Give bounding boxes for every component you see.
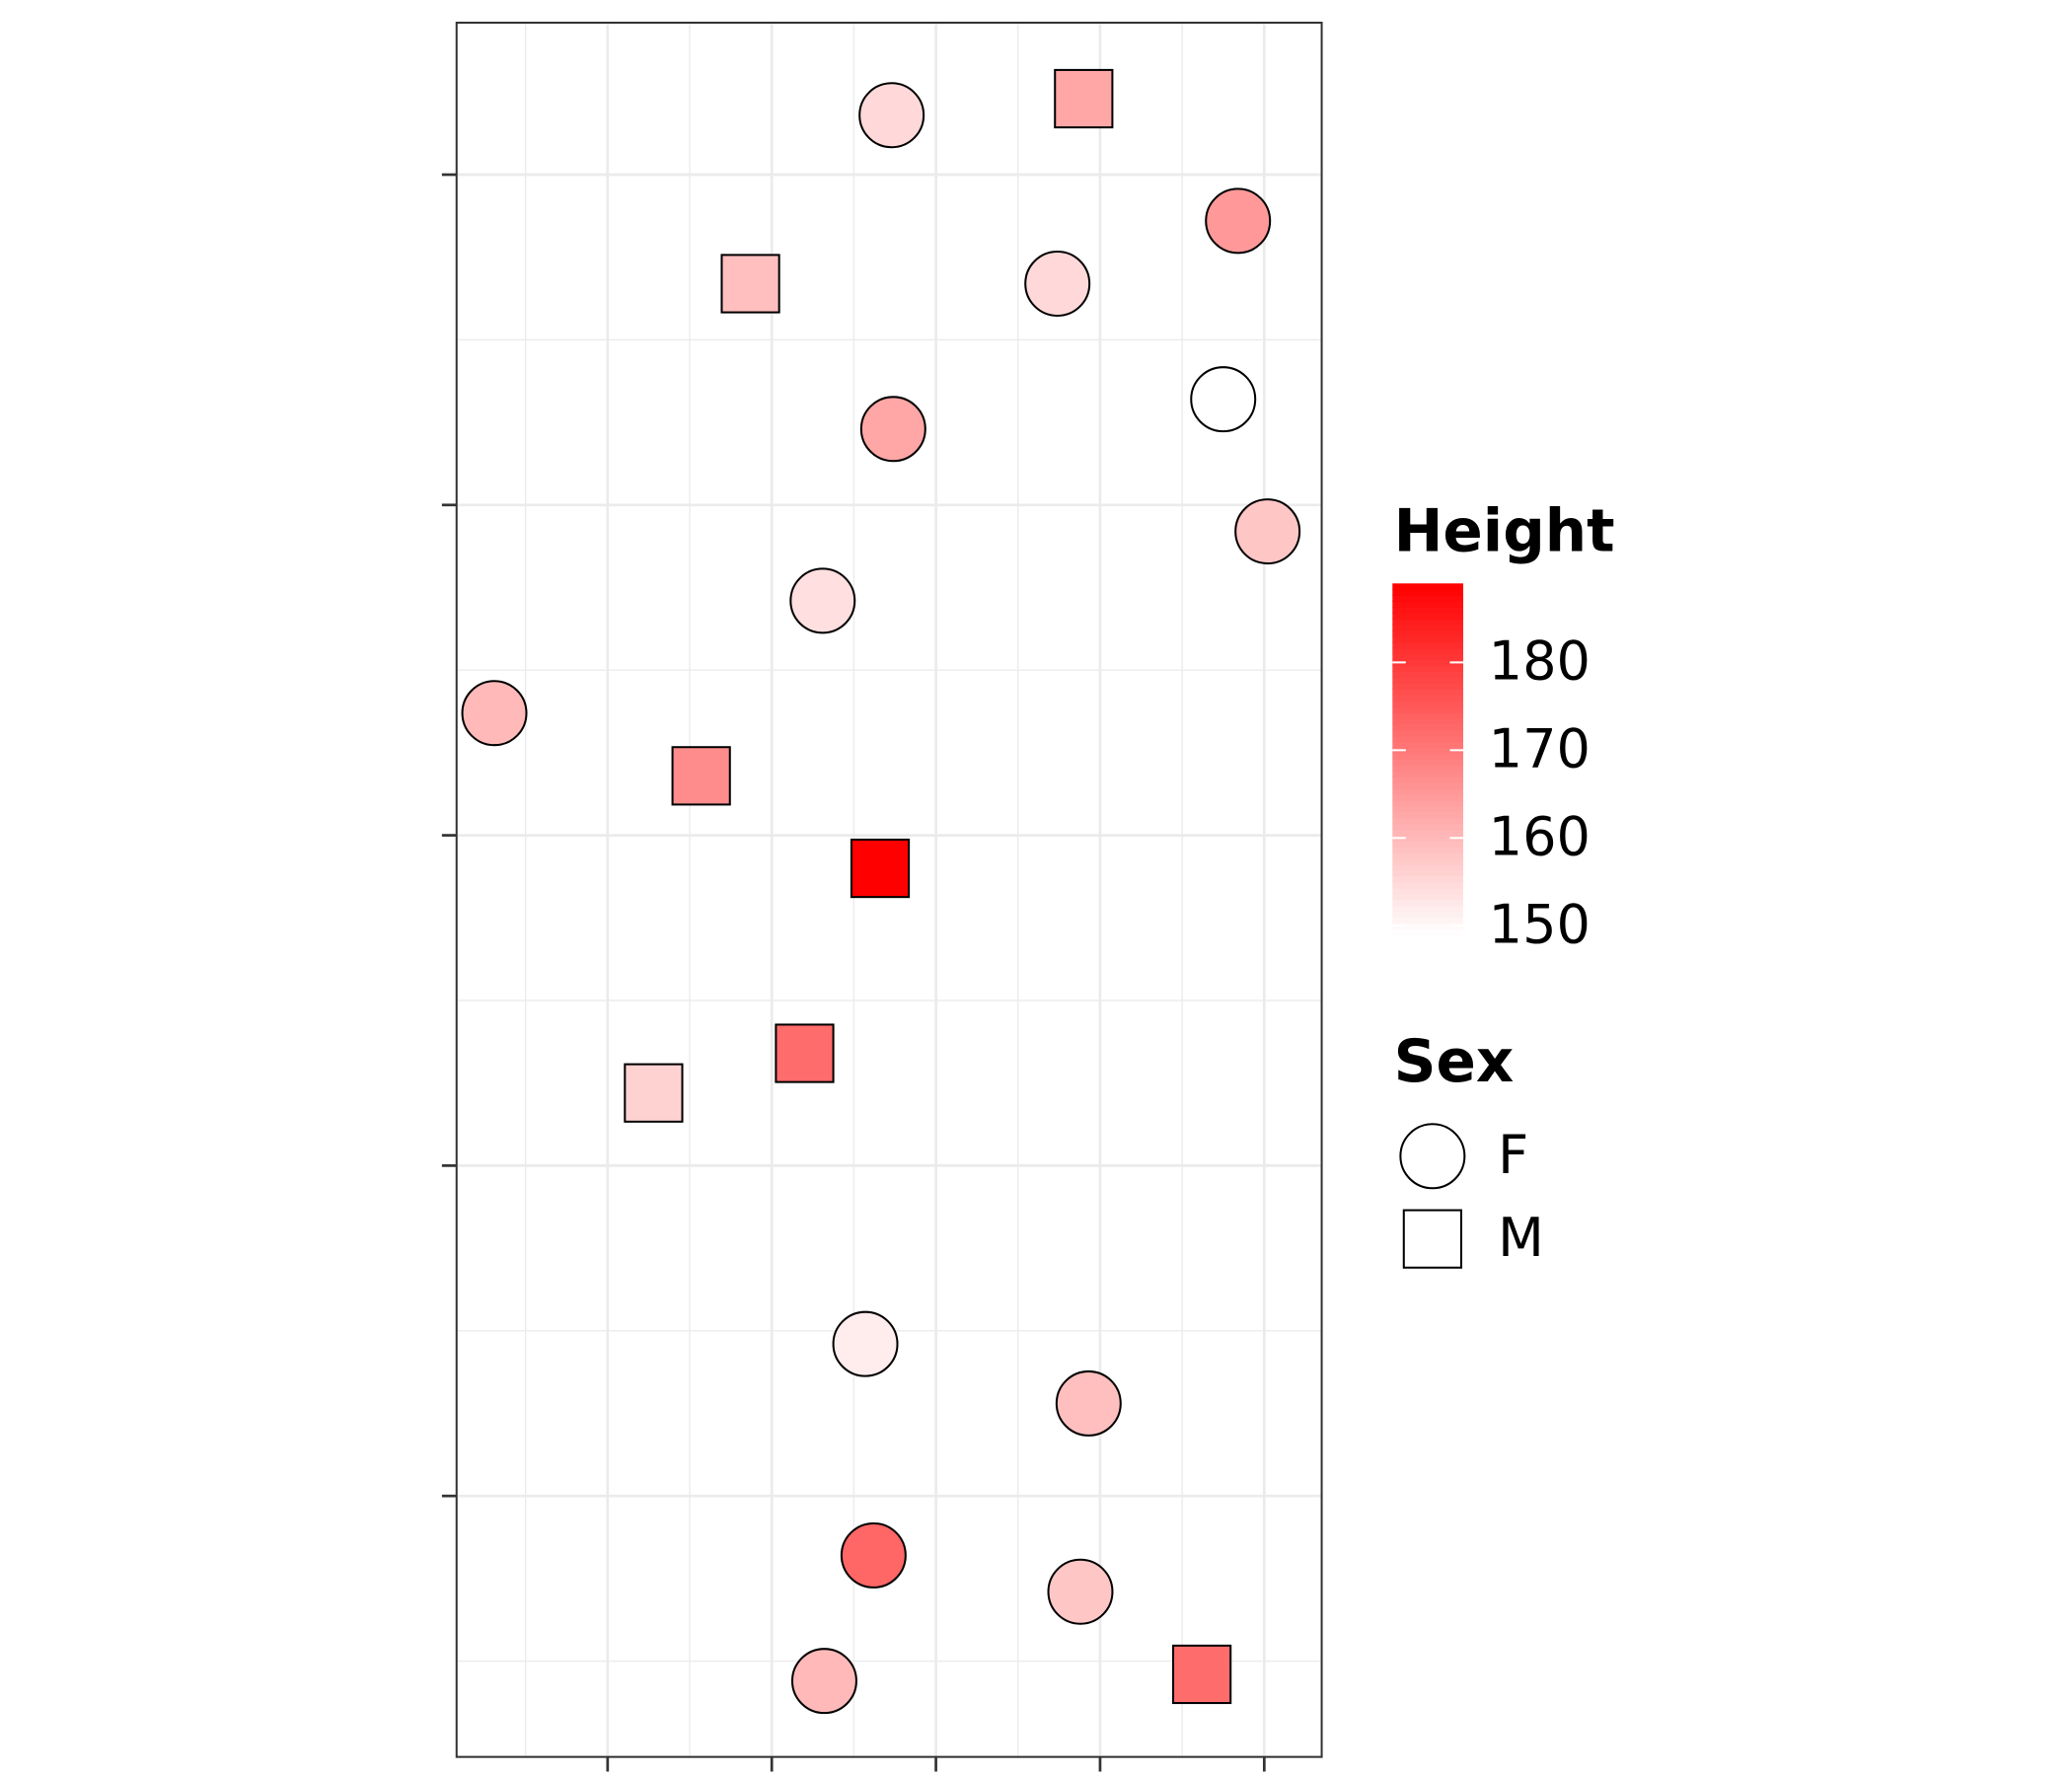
point — [832, 1310, 899, 1377]
legend-label: F — [1498, 1124, 1528, 1186]
colorbar-label: 180 — [1489, 630, 1591, 693]
point — [461, 680, 528, 747]
point — [1054, 68, 1114, 129]
colorbar-segment — [1392, 717, 1463, 725]
colorbar-segment — [1392, 635, 1463, 643]
colorbar-segment — [1392, 683, 1463, 690]
colorbar-segment — [1392, 887, 1463, 895]
colorbar-segment — [1392, 700, 1463, 707]
colorbar-segment — [1392, 805, 1463, 813]
colorbar-segment — [1392, 671, 1463, 679]
colorbar-segment — [1392, 781, 1463, 789]
colorbar-segment — [1392, 829, 1463, 837]
colorbar-segment — [1392, 653, 1463, 661]
colorbar-segment — [1392, 641, 1463, 649]
colorbar-segment — [1392, 917, 1463, 925]
point — [1234, 498, 1301, 565]
colorbar-segment — [1392, 612, 1463, 620]
point — [858, 82, 925, 149]
colorbar-segment — [1392, 875, 1463, 883]
colorbar-segment — [1392, 677, 1463, 684]
colorbar-segment — [1392, 595, 1463, 602]
colorbar-label: 170 — [1489, 718, 1591, 780]
legend-key — [1402, 1209, 1462, 1269]
plot-border — [455, 21, 1323, 1758]
colorbar-segment — [1392, 881, 1463, 889]
point — [1055, 1369, 1122, 1437]
colorbar-segment — [1392, 858, 1463, 865]
point — [1205, 187, 1272, 255]
colorbar-segment — [1392, 629, 1463, 637]
point — [671, 746, 731, 806]
colorbar-segment — [1392, 747, 1463, 755]
colorbar-segment — [1392, 665, 1463, 673]
colorbar-segment — [1392, 735, 1463, 743]
colorbar-segment — [1392, 607, 1463, 614]
colorbar-segment — [1392, 852, 1463, 859]
point — [775, 1023, 835, 1083]
point — [850, 838, 911, 899]
colorbar-segment — [1392, 905, 1463, 913]
colorbar-segment — [1392, 741, 1463, 749]
colorbar-segment — [1392, 601, 1463, 608]
colorbar-segment — [1392, 869, 1463, 877]
colorbar-segment — [1392, 841, 1463, 849]
point — [624, 1063, 684, 1123]
point — [1047, 1558, 1114, 1625]
colorbar-segment — [1392, 793, 1463, 801]
colorbar-segment — [1392, 759, 1463, 766]
colorbar-segment — [1392, 899, 1463, 907]
colorbar-segment — [1392, 777, 1463, 783]
colorbar-segment — [1392, 811, 1463, 819]
colorbar-segment — [1392, 928, 1463, 935]
shape-legend-title: Sex — [1394, 1028, 1515, 1096]
colorbar-segment — [1392, 618, 1463, 626]
colorbar-segment — [1392, 723, 1463, 731]
colorbar-segment — [1392, 589, 1463, 596]
colorbar-segment — [1392, 647, 1463, 655]
point — [1024, 250, 1091, 317]
colorbar-segment — [1392, 911, 1463, 919]
point — [1171, 1644, 1232, 1705]
color-legend-title: Height — [1394, 498, 1615, 566]
colorbar-segment — [1392, 863, 1463, 871]
colorbar-segment — [1392, 729, 1463, 737]
colorbar-segment — [1392, 823, 1463, 831]
point — [790, 1648, 857, 1715]
point — [859, 396, 926, 463]
colorbar-label: 160 — [1489, 806, 1591, 868]
colorbar-label: 150 — [1489, 894, 1591, 956]
point — [789, 567, 856, 634]
point — [1190, 366, 1257, 433]
colorbar-segment — [1392, 835, 1463, 843]
colorbar-segment — [1392, 847, 1463, 853]
colorbar-segment — [1392, 753, 1463, 761]
colorbar-segment — [1392, 711, 1463, 719]
colorbar-segment — [1392, 893, 1463, 901]
colorbar-segment — [1392, 659, 1463, 667]
colorbar-segment — [1392, 765, 1463, 772]
colorbar-segment — [1392, 787, 1463, 795]
colorbar-segment — [1392, 689, 1463, 696]
point — [720, 254, 780, 314]
colorbar-segment — [1392, 694, 1463, 702]
colorbar-segment — [1392, 624, 1463, 631]
legend-key — [1399, 1123, 1466, 1190]
colorbar-segment — [1392, 583, 1463, 591]
point — [840, 1521, 907, 1589]
colorbar-segment — [1392, 705, 1463, 713]
colorbar-segment — [1392, 817, 1463, 825]
legend-label: M — [1498, 1207, 1544, 1269]
colorbar-segment — [1392, 771, 1463, 777]
colorbar-segment — [1392, 923, 1463, 930]
colorbar-segment — [1392, 799, 1463, 807]
